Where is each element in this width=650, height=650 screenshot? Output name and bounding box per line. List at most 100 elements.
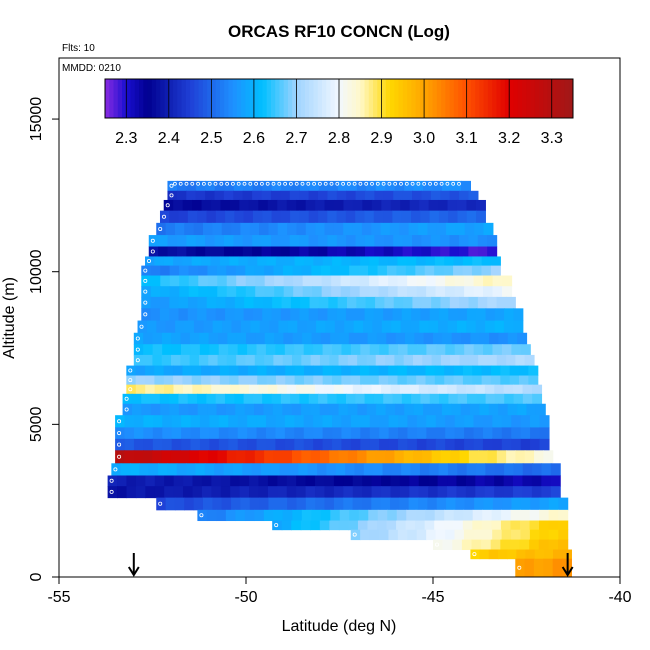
data-cell bbox=[333, 475, 344, 487]
data-cell bbox=[378, 286, 389, 298]
data-cell bbox=[277, 384, 288, 395]
data-cell bbox=[458, 246, 469, 257]
data-cell bbox=[195, 180, 206, 192]
data-cell bbox=[482, 509, 493, 522]
data-cell bbox=[207, 286, 218, 298]
data-cell bbox=[280, 235, 291, 248]
colorbar-segment bbox=[419, 79, 425, 118]
data-cell bbox=[318, 296, 329, 309]
data-cell bbox=[281, 180, 292, 192]
data-cell bbox=[390, 384, 401, 395]
flight-point bbox=[165, 203, 170, 208]
data-cell bbox=[379, 529, 390, 541]
data-cell bbox=[163, 199, 174, 212]
data-cell bbox=[124, 415, 135, 428]
data-cell bbox=[481, 520, 492, 531]
data-cell bbox=[473, 427, 484, 440]
data-cell bbox=[197, 403, 208, 416]
data-cell bbox=[369, 415, 380, 428]
data-cell bbox=[445, 415, 456, 428]
data-cell bbox=[378, 275, 389, 287]
data-cell bbox=[548, 509, 559, 522]
data-cell bbox=[398, 415, 409, 428]
data-cell bbox=[369, 438, 380, 451]
data-cell bbox=[372, 320, 383, 334]
colorbar-segment bbox=[211, 79, 217, 118]
data-cell bbox=[383, 210, 393, 224]
data-cell bbox=[315, 384, 326, 395]
data-cell bbox=[199, 427, 211, 440]
data-cell bbox=[490, 265, 501, 277]
data-cell bbox=[494, 486, 505, 499]
data-cell bbox=[162, 344, 173, 356]
data-cell bbox=[184, 497, 195, 511]
data-cell bbox=[247, 365, 258, 376]
colorbar-segment bbox=[181, 79, 187, 118]
data-cell bbox=[410, 463, 421, 476]
data-cell bbox=[397, 529, 408, 541]
data-cell bbox=[453, 256, 464, 267]
data-cell bbox=[371, 222, 382, 236]
data-cell bbox=[258, 199, 269, 212]
data-cell bbox=[206, 393, 217, 405]
data-cell bbox=[229, 199, 240, 212]
data-cell bbox=[348, 520, 359, 531]
plot-area bbox=[58, 57, 621, 578]
data-cell bbox=[483, 222, 494, 236]
data-cell bbox=[511, 344, 522, 356]
colorbar-segment bbox=[424, 79, 429, 118]
data-cell bbox=[427, 497, 438, 511]
colorbar-tick-label: 3.1 bbox=[456, 130, 478, 147]
data-cell bbox=[188, 275, 199, 287]
data-cell bbox=[382, 463, 393, 476]
data-row bbox=[133, 344, 531, 356]
data-cell bbox=[390, 486, 401, 499]
data-cell bbox=[251, 463, 262, 476]
data-cell bbox=[160, 265, 171, 277]
data-cell bbox=[479, 549, 490, 560]
data-cell bbox=[226, 450, 237, 464]
data-cell bbox=[468, 190, 479, 201]
data-cell bbox=[313, 415, 324, 428]
data-cell bbox=[406, 509, 417, 522]
data-cell bbox=[169, 308, 180, 322]
data-cell bbox=[374, 235, 385, 248]
data-cell bbox=[337, 296, 348, 309]
colorbar-segment bbox=[317, 79, 323, 118]
data-cell bbox=[259, 222, 270, 236]
data-cell bbox=[211, 199, 222, 212]
data-cell bbox=[500, 375, 511, 386]
data-cell bbox=[266, 375, 277, 386]
data-cell bbox=[192, 199, 203, 212]
data-cell bbox=[256, 427, 267, 440]
data-cell bbox=[407, 344, 418, 356]
data-cell bbox=[402, 246, 413, 257]
data-cell bbox=[473, 344, 484, 356]
data-cell bbox=[281, 520, 292, 531]
data-cell bbox=[513, 393, 524, 405]
data-cell bbox=[299, 308, 310, 322]
data-cell bbox=[308, 308, 319, 322]
colorbar-segment bbox=[500, 79, 506, 118]
data-cell bbox=[431, 450, 442, 464]
flight-point bbox=[150, 238, 155, 243]
data-cell bbox=[442, 332, 453, 345]
data-cell bbox=[302, 275, 313, 287]
data-cell bbox=[434, 375, 445, 386]
data-cell bbox=[409, 199, 420, 212]
data-cell bbox=[371, 486, 382, 499]
data-cell bbox=[426, 529, 437, 541]
data-cell bbox=[357, 403, 368, 416]
data-cell bbox=[352, 384, 363, 395]
flight-point bbox=[117, 419, 122, 424]
data-cell bbox=[389, 497, 400, 511]
data-cell bbox=[232, 463, 243, 476]
data-cell bbox=[311, 265, 322, 277]
data-cell bbox=[204, 463, 215, 476]
data-cell bbox=[511, 438, 522, 451]
data-cell bbox=[176, 180, 187, 192]
data-cell bbox=[231, 222, 241, 236]
data-cell bbox=[492, 427, 503, 440]
data-cell bbox=[216, 403, 227, 416]
data-cell bbox=[407, 286, 418, 298]
